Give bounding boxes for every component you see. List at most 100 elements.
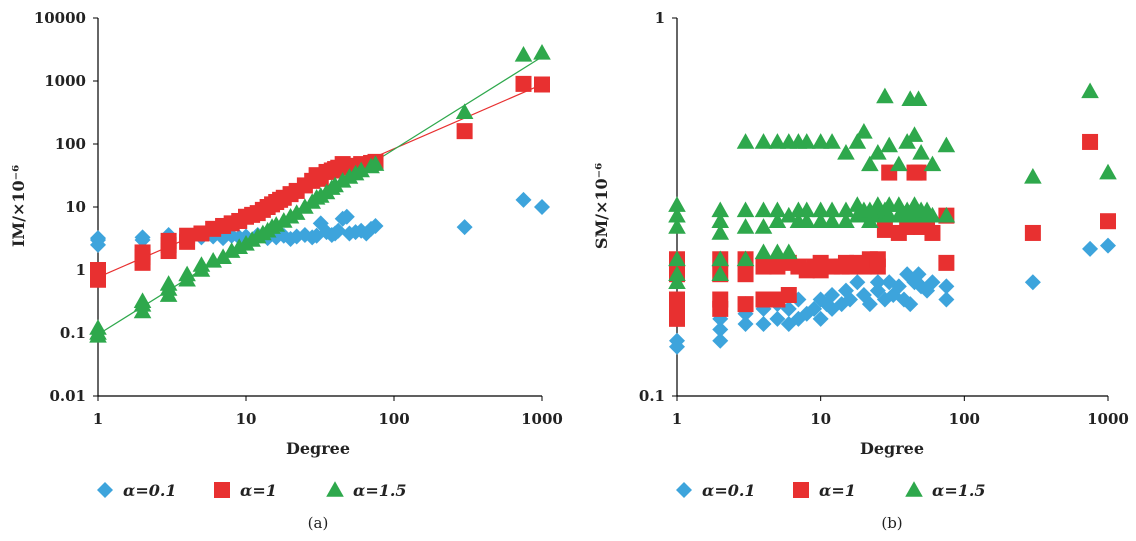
panel-b-point-triangle — [768, 133, 787, 149]
panel-a-point-diamond — [338, 208, 355, 225]
panel-b-point-triangle — [711, 212, 730, 229]
panel-b-point-triangle — [754, 201, 773, 218]
panel-b-point-diamond — [1082, 240, 1099, 257]
panel-b-x-tick-label: 100 — [949, 410, 980, 428]
panel-a-y-tick-label: 0.1 — [60, 324, 86, 342]
panel-b-point-triangle — [937, 206, 956, 223]
panel-a-x-tick-label: 100 — [378, 410, 409, 428]
panel-b-point-diamond — [737, 316, 754, 333]
panel-b-point-triangle — [890, 155, 908, 172]
panel-a-legend: α=0.1 α=1 α=1.5 — [97, 481, 407, 500]
panel-a-point-square — [134, 244, 151, 261]
panel-a-point-square — [515, 75, 532, 92]
panel-b-point-diamond — [861, 296, 878, 313]
panel-b-point-triangle — [779, 243, 798, 260]
panel-b-point-triangle — [837, 201, 855, 218]
panel-b-point-square — [876, 221, 893, 238]
panel-b-point-triangle — [736, 218, 755, 234]
panel-b-point-square — [737, 296, 754, 313]
panel-b-point-triangle — [736, 201, 755, 218]
panel-b-point-diamond — [755, 316, 772, 333]
panel-b-point-square — [712, 291, 729, 308]
panel-b-point-triangle — [861, 212, 879, 229]
panel-a-point-triangle — [159, 275, 178, 291]
panel-b-point-diamond — [890, 278, 907, 295]
panel-b-point-triangle — [823, 133, 841, 149]
panel-b-y-tick-label: 0.1 — [639, 387, 665, 405]
panel-b-point-diamond — [924, 274, 941, 291]
panel-b-point-triangle — [876, 87, 894, 104]
panel-a-point-triangle — [178, 265, 196, 282]
panel-a-point-triangle — [89, 319, 107, 335]
panel-a-point-diamond — [367, 217, 384, 234]
panel-b-point-triangle — [1099, 163, 1117, 180]
panel-b-point-triangle — [797, 201, 816, 218]
panel-a-point-triangle — [287, 204, 306, 220]
panel-b-point-triangle — [768, 201, 787, 218]
panel-b-point-diamond — [938, 278, 955, 295]
panel-b-point-diamond — [812, 310, 829, 327]
panel-b-point-square — [924, 224, 941, 241]
panel-b-point-triangle — [711, 265, 730, 282]
panel-b-point-triangle — [768, 243, 787, 260]
panel-a-point-triangle — [352, 161, 370, 178]
panel-b-point-square — [669, 291, 685, 308]
panel-a-point-diamond — [456, 219, 473, 236]
panel-b-point-triangle — [768, 212, 787, 229]
panel-b-point-square — [755, 258, 772, 275]
panel-b-point-triangle — [754, 133, 773, 149]
panel-a-point-triangle — [296, 198, 314, 214]
panel-b-point-square — [1082, 133, 1099, 150]
panel-b-legend: α=0.1 α=1 α=1.5 — [676, 481, 986, 500]
panel-b: 1 10 100 10000.11 Degree SM/×10⁻⁶ α=0.1 α=1 α… — [592, 9, 1129, 532]
panel-b-series-2 — [669, 133, 1116, 327]
panel-b-point-triangle — [754, 243, 773, 260]
panel-b-point-triangle — [923, 206, 942, 223]
panel-b-point-diamond — [841, 291, 858, 308]
panel-b-point-triangle — [711, 250, 730, 267]
panel-a-point-triangle — [133, 292, 152, 308]
panel-a-point-diamond — [515, 191, 532, 208]
panel-b-ticks: 1 10 100 1000 0.1 1 — [639, 9, 1129, 428]
panel-a-point-triangle — [533, 44, 551, 60]
panel-b-point-triangle — [837, 212, 855, 229]
panel-b-point-square — [755, 291, 772, 308]
panel-b-y-tick-label: 1 — [655, 9, 665, 27]
panel-a-legend-label: α=0.1 — [123, 481, 177, 500]
panel-a-point-square — [179, 227, 196, 244]
panel-b-point-triangle — [797, 133, 816, 149]
panel-b-x-tick-label: 10 — [810, 410, 831, 428]
panel-b-point-square — [910, 164, 927, 181]
panel-b-point-triangle — [869, 143, 887, 160]
panel-b-point-triangle — [668, 265, 686, 282]
panel-a-y-tick-label: 100 — [55, 135, 86, 153]
panel-a-point-triangle — [326, 176, 344, 193]
panel-b-point-triangle — [668, 196, 686, 212]
panel-a-point-triangle — [333, 172, 352, 188]
panel-b-legend-label: α=1.5 — [932, 481, 986, 500]
panel-b-point-diamond — [910, 266, 927, 283]
panel-b-point-diamond — [1100, 237, 1116, 254]
panel-b-point-triangle — [711, 201, 730, 218]
panel-b-point-triangle — [937, 136, 956, 153]
panel-a-caption: (a) — [308, 514, 329, 532]
panel-a-x-tick-label: 1000 — [521, 410, 563, 428]
panel-b-point-triangle — [668, 206, 686, 223]
panel-b-legend-marker-triangle — [905, 481, 923, 497]
panel-b-point-triangle — [797, 212, 816, 229]
panel-b-point-diamond — [712, 332, 729, 349]
panel-a-y-tick-label: 1000 — [44, 72, 86, 90]
panel-b-point-triangle — [909, 90, 928, 106]
panel-b-legend-label: α=1 — [819, 481, 856, 500]
panel-b-point-diamond — [849, 274, 866, 291]
panel-b-x-tick-label: 1000 — [1087, 410, 1129, 428]
panel-b-caption: (b) — [881, 514, 902, 532]
panel-a-y-title: IM/×10⁻⁶ — [9, 165, 28, 247]
panel-b-point-triangle — [811, 212, 830, 229]
panel-a-series-3 — [89, 44, 551, 343]
panel-b-point-triangle — [823, 201, 841, 218]
panel-b-point-square — [780, 287, 797, 304]
panel-b-point-triangle — [779, 206, 798, 223]
